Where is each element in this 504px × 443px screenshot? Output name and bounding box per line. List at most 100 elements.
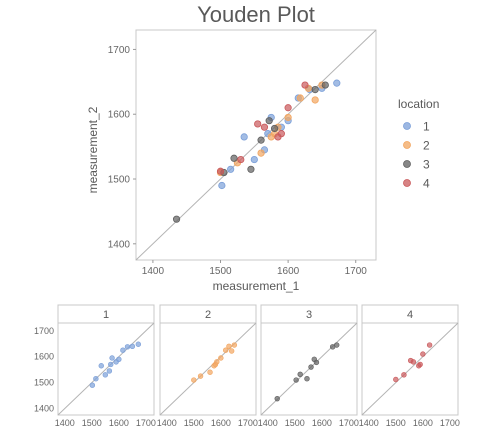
facet-x-tick-label: 1600 [413,418,433,428]
y-tick-label: 1600 [108,110,131,121]
data-point-location-2 [311,96,319,104]
facet-x-tick-label: 1500 [82,418,102,428]
facet-data-point-location-2 [191,377,197,383]
facet-data-point-location-3 [308,364,314,370]
facet-data-point-location-1 [98,363,104,369]
x-tick-label: 1700 [345,266,368,277]
y-tick-label: 1700 [108,45,131,56]
facet-data-point-location-1 [108,361,114,368]
data-point-location-3 [265,117,273,125]
x-axis-label: measurement_1 [213,279,300,293]
facet-data-point-location-3 [297,371,303,378]
facet-panel-2: 2 1400 1500 1600 1700 [157,304,258,428]
facet-data-point-location-1 [102,372,109,378]
facet-data-point-location-3 [274,395,280,402]
facet-x-tick-label: 1700 [339,418,359,428]
facet-data-point-location-3 [313,359,320,366]
data-point-location-3 [270,124,279,133]
data-point-location-4 [284,104,292,112]
facet-data-point-location-2 [207,369,213,375]
x-tick-label: 1500 [209,266,232,277]
facet-data-point-location-2 [226,343,232,350]
facet-x-tick-label: 1400 [359,418,379,428]
data-point-location-3 [247,165,255,173]
facet-panel-3: 3 1400 1500 1600 1700 [258,304,359,428]
facet-y-tick-label: 1400 [34,404,54,414]
facet-x-tick-label: 1500 [184,418,204,428]
facet-data-point-location-1 [93,376,99,382]
facet-x-tick-label: 1400 [55,418,75,428]
facet-strip-label: 1 [103,309,109,321]
data-point-location-1 [250,155,258,164]
data-point-location-2 [257,149,265,157]
facet-x-tick-label: 1600 [211,418,231,428]
facet-x-tick-label: 1700 [136,418,156,428]
data-point-location-2 [284,113,292,122]
legend-marker-location-2 [403,141,411,149]
facet-x-tick-label: 1700 [440,418,460,428]
chart-title: Youden Plot [197,2,315,27]
data-point-location-3 [321,81,329,89]
facet-x-tick-label: 1600 [109,418,129,428]
facet-data-point-location-3 [304,376,310,382]
legend-label-location-1: 1 [423,120,430,134]
facet-data-point-location-2 [228,348,235,354]
facet-identity-line [57,322,155,416]
legend: 1 2 3 4 [403,120,430,191]
facet-x-tick-label: 1400 [258,418,278,428]
data-point-location-3 [230,154,238,162]
facet-strip-label: 3 [306,309,312,321]
data-point-location-3 [172,215,181,223]
data-point-location-3 [257,136,265,144]
facet-panel-1: 1 1400 1500 1600 1700 1400 1500 1600 1700 [34,304,156,428]
facet-data-point-location-4 [420,351,426,357]
facet-data-point-location-1 [116,356,122,362]
legend-marker-location-4 [403,179,411,187]
facet-strip-label: 4 [407,309,413,321]
facet-data-point-location-3 [293,377,299,383]
data-point-location-1 [240,133,248,141]
facet-x-tick-label: 1500 [285,418,305,428]
facet-data-point-location-4 [393,376,399,383]
facet-data-point-location-2 [223,347,229,353]
facet-data-point-location-1 [124,344,131,350]
facet-data-point-location-4 [417,361,423,368]
facet-data-point-location-2 [218,355,224,361]
facet-identity-line [159,322,257,416]
data-point-location-4 [237,155,245,164]
y-axis-label: measurement_2 [86,106,100,193]
y-tick-label: 1400 [108,239,131,250]
facet-data-point-location-1 [135,341,142,347]
facet-x-tick-label: 1700 [238,418,258,428]
facet-y-tick-label: 1700 [34,326,54,336]
data-point-location-4 [277,130,285,138]
legend-marker-location-3 [403,160,411,168]
facet-strip-label: 2 [205,309,211,321]
data-point-location-1 [218,181,226,190]
data-point-location-4 [216,167,225,175]
data-point-location-4 [301,81,309,89]
facet-data-point-location-2 [231,342,238,348]
facet-panel-4: 4 1400 1500 1600 1700 [359,304,460,428]
main-scatter-panel: 1400 1500 1600 1700 1400 1500 1600 1700 [108,29,377,277]
data-point-location-1 [333,79,341,87]
facet-y-tick-label: 1500 [34,378,54,388]
facet-data-point-location-1 [129,343,136,350]
legend-title: location [398,97,439,111]
facet-data-point-location-1 [106,368,113,374]
facet-data-point-location-4 [426,342,433,348]
x-tick-label: 1400 [142,266,165,277]
data-point-location-3 [311,86,319,94]
facet-identity-line [361,322,459,416]
legend-label-location-4: 4 [423,177,430,191]
facet-data-point-location-2 [214,359,220,365]
y-tick-label: 1500 [108,175,131,186]
facet-y-tick-label: 1600 [34,352,54,362]
facet-data-point-location-1 [109,355,115,361]
data-point-location-4 [260,123,269,131]
facet-data-point-location-1 [89,382,96,388]
facet-data-point-location-2 [197,373,204,379]
facet-data-point-location-4 [410,359,417,365]
